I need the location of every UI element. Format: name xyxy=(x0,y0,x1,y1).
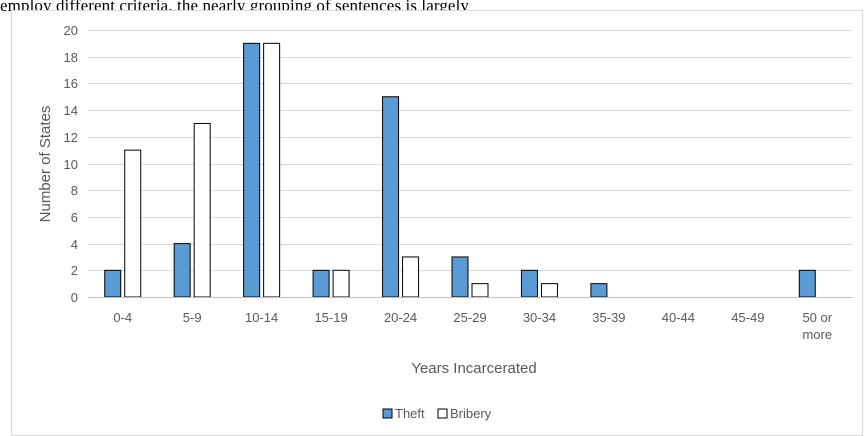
bar-bribery-10-14 xyxy=(263,42,281,298)
bar-theft-25-29 xyxy=(451,256,469,298)
bar-theft-10-14 xyxy=(243,42,261,298)
bar-theft-50-or-more xyxy=(798,269,816,298)
x-tick-label: 20-24 xyxy=(384,310,417,325)
x-tick-label: 30-34 xyxy=(523,310,556,325)
y-tick-label: 6 xyxy=(71,210,78,225)
y-tick-labels: 0 2 4 6 8 10 12 14 16 18 20 xyxy=(64,23,78,305)
bar-theft-15-19 xyxy=(312,269,330,298)
legend-swatch-theft xyxy=(382,408,393,419)
bar-theft-30-34 xyxy=(520,269,538,298)
y-tick-label: 16 xyxy=(64,76,78,91)
bars xyxy=(104,42,816,298)
bar-theft-35-39 xyxy=(590,283,608,298)
bar-theft-0-4 xyxy=(104,269,122,298)
y-tick-label: 10 xyxy=(64,157,78,172)
bar-bribery-20-24 xyxy=(402,256,420,298)
x-tick-label: 45-49 xyxy=(731,310,764,325)
chart-frame xyxy=(11,10,863,436)
x-tick-label: 5-9 xyxy=(183,310,202,325)
x-tick-label: 10-14 xyxy=(245,310,278,325)
bar-bribery-25-29 xyxy=(471,283,489,298)
y-tick-label: 8 xyxy=(71,183,78,198)
y-tick-label: 12 xyxy=(64,130,78,145)
x-tick-label: 40-44 xyxy=(662,310,695,325)
legend: Theft Bribery xyxy=(382,406,492,421)
y-tick-label: 0 xyxy=(71,290,78,305)
legend-swatch-bribery xyxy=(437,408,448,419)
legend-label-bribery: Bribery xyxy=(450,406,492,421)
y-axis-title: Number of States xyxy=(37,106,54,223)
x-axis-title: Years Incarcerated xyxy=(411,360,536,377)
x-tick-label: 0-4 xyxy=(113,310,132,325)
x-tick-label: 35-39 xyxy=(592,310,625,325)
x-tick-label: 25-29 xyxy=(453,310,486,325)
bar-bribery-30-34 xyxy=(540,283,558,298)
bar-bribery-15-19 xyxy=(332,269,350,298)
y-tick-label: 18 xyxy=(64,50,78,65)
y-tick-label: 20 xyxy=(64,23,78,38)
bar-bribery-5-9 xyxy=(193,122,211,298)
x-tick-label: 15-19 xyxy=(314,310,347,325)
bar-theft-5-9 xyxy=(173,243,191,298)
legend-label-theft: Theft xyxy=(395,406,425,421)
bar-theft-20-24 xyxy=(382,96,400,298)
x-tick-label: 50 or more xyxy=(802,310,832,342)
y-tick-label: 2 xyxy=(71,263,78,278)
x-tick-labels: 0-4 5-9 10-14 15-19 20-24 25-29 30-34 35-39 40-4… xyxy=(113,310,832,342)
y-tick-label: 14 xyxy=(64,103,78,118)
y-tick-label: 4 xyxy=(71,237,78,252)
gridlines xyxy=(88,30,852,271)
bar-bribery-0-4 xyxy=(124,149,142,298)
